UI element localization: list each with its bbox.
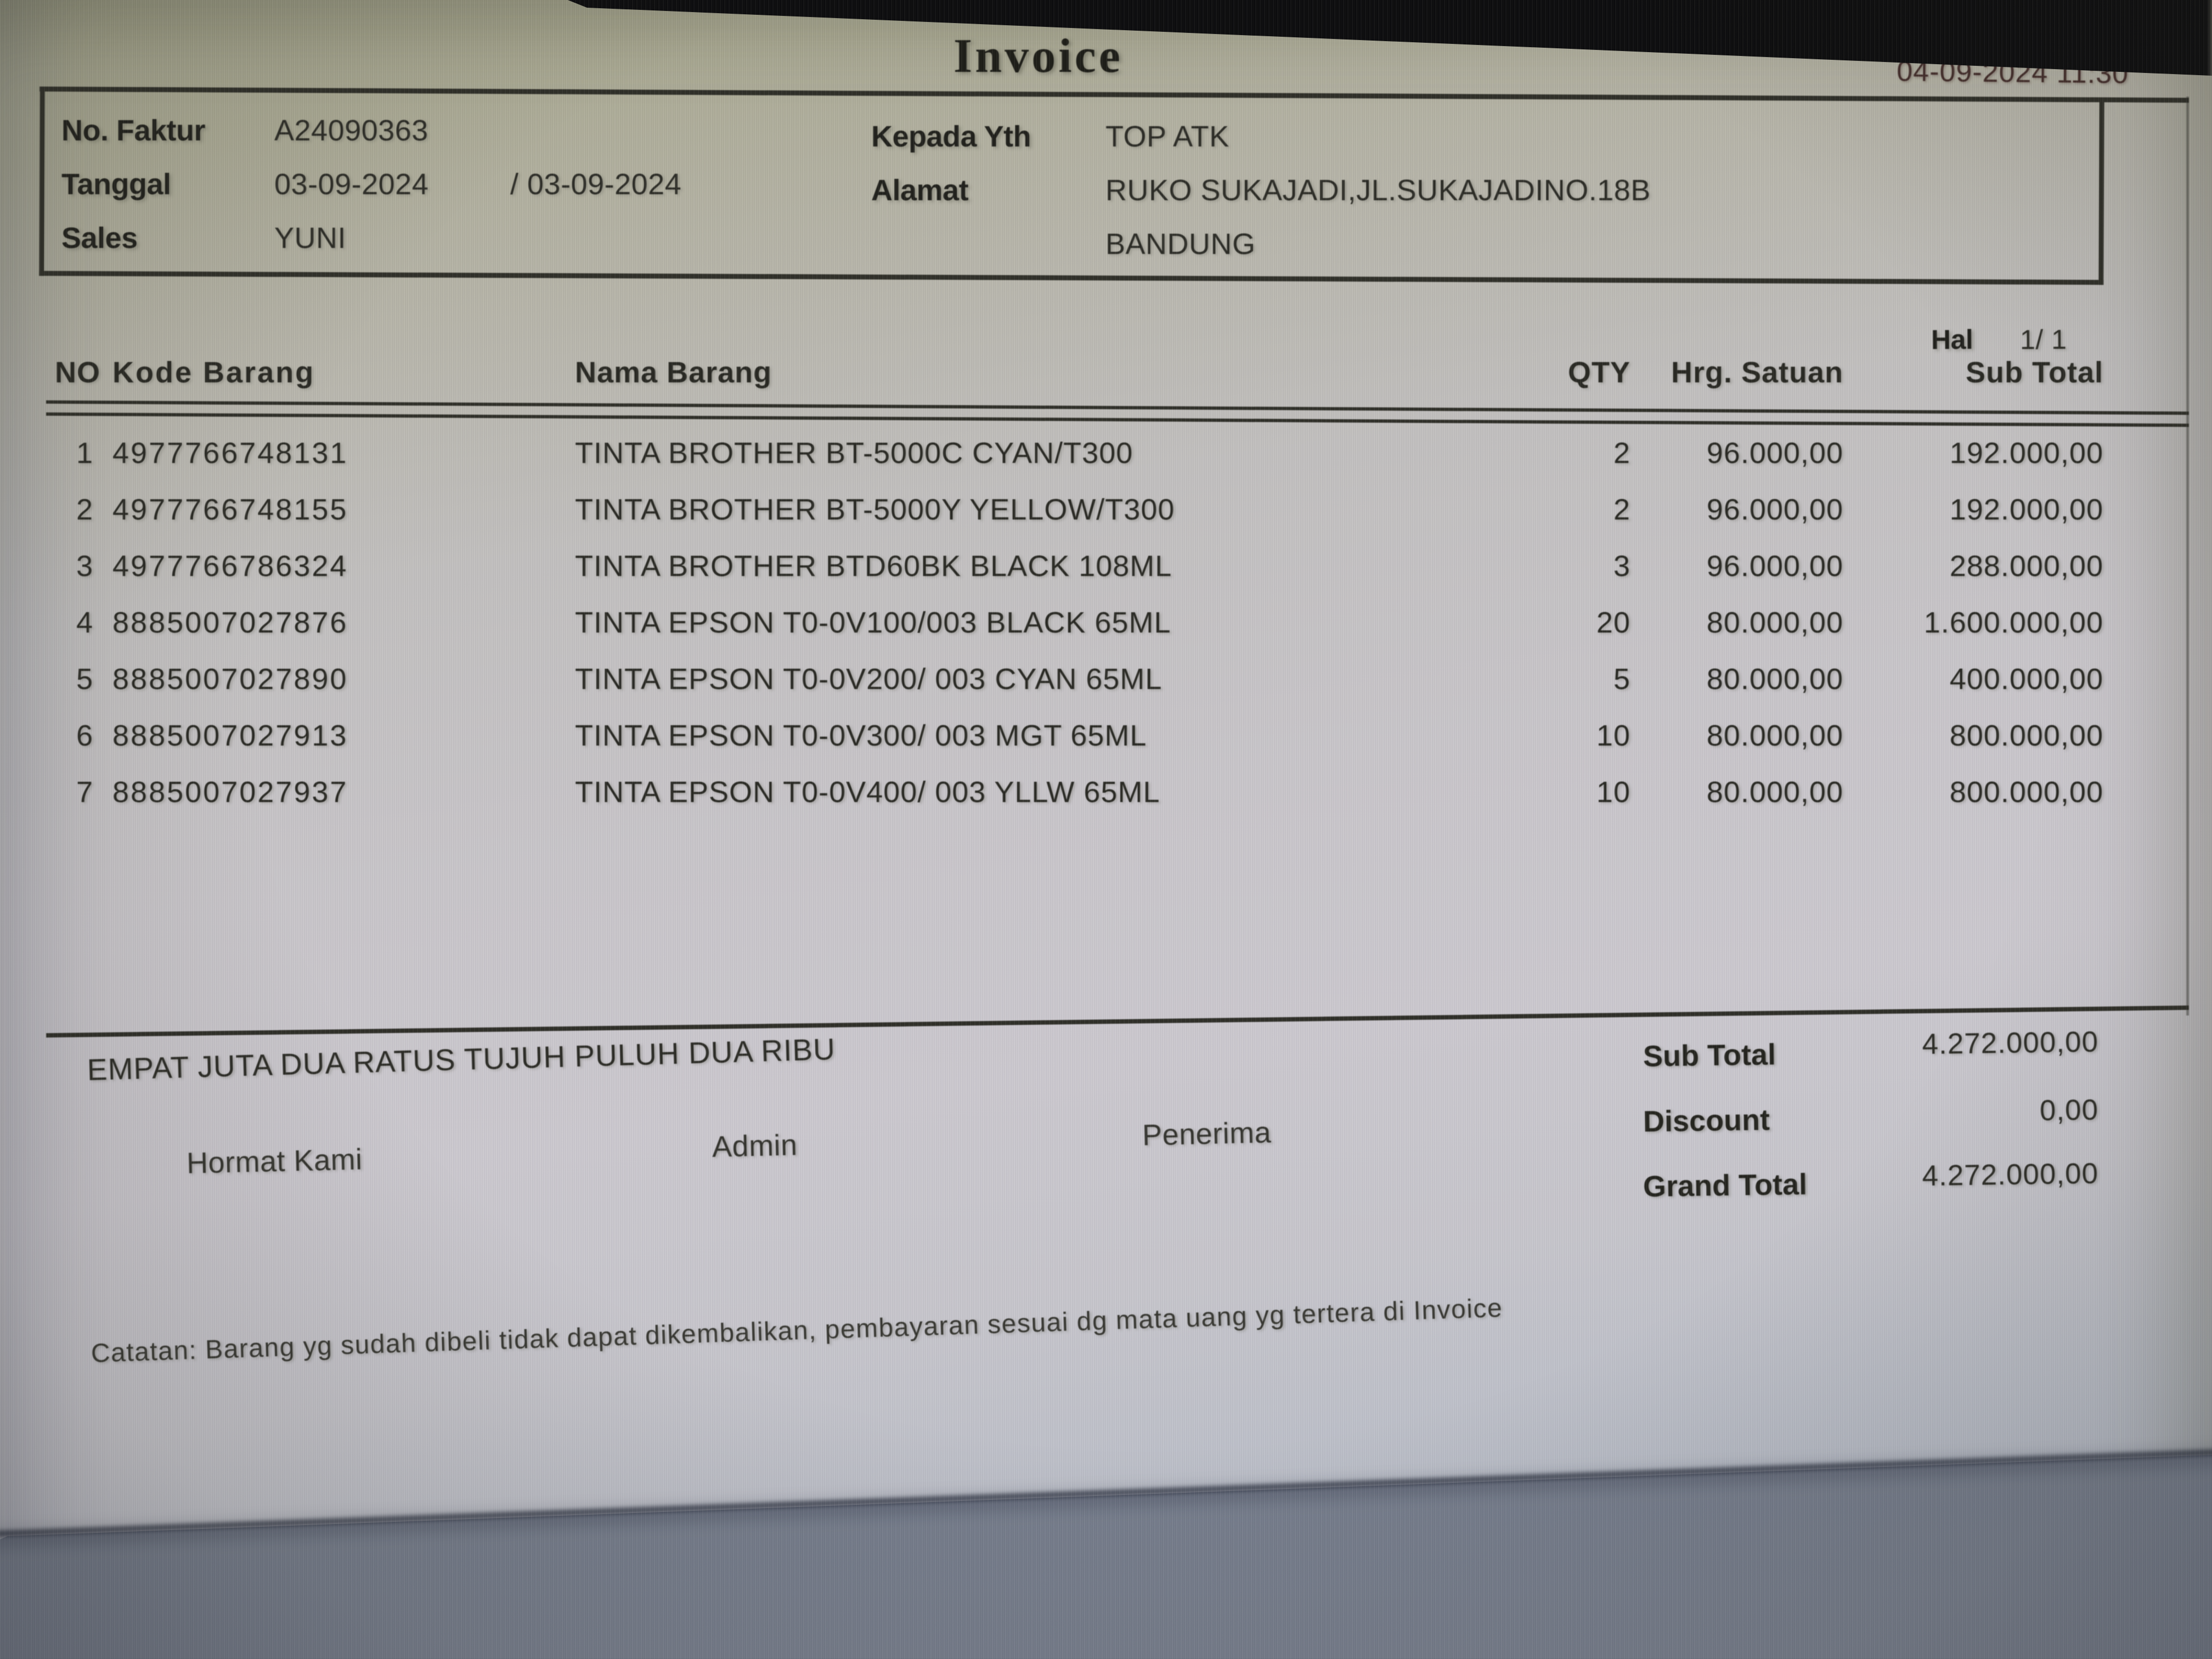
hal-value: 1/ 1 [2019,324,2067,356]
signature-hormat-kami: Hormat Kami [186,1143,363,1180]
row-qty: 5 [1613,663,1630,696]
page-right-border [2186,97,2189,1015]
row-subtotal: 192.000,00 [1949,493,2103,526]
row-price: 96.000,00 [1706,437,1843,470]
col-header-price: Hrg. Satuan [1671,356,1843,389]
tanggal-value: 03-09-2024 [274,168,429,201]
row-code: 4977766748155 [112,493,348,526]
no-faktur-label: No. Faktur [61,114,206,147]
sales-label: Sales [61,222,138,255]
row-name: TINTA BROTHER BT-5000Y YELLOW/T300 [575,493,1175,526]
row-name: TINTA EPSON T0-0V200/ 003 CYAN 65ML [575,663,1163,696]
col-header-subtotal: Sub Total [1966,356,2103,389]
row-name: TINTA BROTHER BTD60BK BLACK 108ML [575,550,1172,583]
row-subtotal: 400.000,00 [1949,663,2103,696]
signature-penerima: Penerima [1142,1116,1272,1152]
row-price: 80.000,00 [1706,719,1843,752]
row-price: 80.000,00 [1706,663,1843,696]
amount-in-words: EMPAT JUTA DUA RATUS TUJUH PULUH DUA RIB… [87,1031,836,1087]
row-no: 6 [76,719,93,752]
row-no: 3 [76,550,93,583]
grand-total-value: 4.272.000,00 [1922,1157,2099,1193]
row-subtotal: 800.000,00 [1949,776,2103,809]
subtotal-value: 4.272.000,00 [1922,1025,2099,1061]
kepada-label: Kepada Yth [871,120,1031,153]
alamat-line2: BANDUNG [1105,228,1256,261]
row-no: 7 [76,776,93,809]
footer-note: Catatan: Barang yg sudah dibeli tidak da… [91,1293,1503,1368]
row-subtotal: 1.600.000,00 [1923,606,2103,639]
signature-admin: Admin [712,1128,798,1164]
header-rule-2 [46,412,2189,427]
alamat-label: Alamat [871,174,969,207]
row-qty: 2 [1613,493,1630,526]
page-title: Invoice [953,30,1123,83]
row-qty: 10 [1596,776,1630,809]
row-subtotal: 800.000,00 [1949,719,2103,752]
row-code: 8885007027937 [112,776,348,809]
row-code: 8885007027876 [112,606,348,639]
row-no: 2 [76,493,93,526]
row-name: TINTA EPSON T0-0V400/ 003 YLLW 65ML [575,776,1160,809]
tanggal-due-value: / 03-09-2024 [510,168,682,201]
row-price: 96.000,00 [1706,550,1843,583]
row-subtotal: 192.000,00 [1949,437,2103,470]
kepada-value: TOP ATK [1105,120,1229,153]
discount-value: 0,00 [2039,1093,2099,1127]
subtotal-label: Sub Total [1643,1038,1776,1073]
row-code: 8885007027890 [112,663,348,696]
row-code: 8885007027913 [112,719,348,752]
discount-label: Discount [1643,1103,1770,1138]
row-qty: 3 [1613,550,1630,583]
tanggal-label: Tanggal [61,168,171,201]
row-code: 4977766748131 [112,437,348,470]
col-header-code: Kode Barang [112,356,315,389]
row-no: 4 [76,606,93,639]
col-header-name: Nama Barang [575,356,772,389]
sales-value: YUNI [274,222,347,255]
header-rule-1 [46,400,2189,415]
hal-label: Hal [1931,324,1973,356]
row-no: 5 [76,663,93,696]
row-subtotal: 288.000,00 [1949,550,2103,583]
row-price: 96.000,00 [1706,493,1843,526]
row-qty: 10 [1596,719,1630,752]
no-faktur-value: A24090363 [274,114,428,147]
col-header-qty: QTY [1567,356,1630,389]
grand-total-label: Grand Total [1643,1167,1808,1204]
row-name: TINTA EPSON T0-0V300/ 003 MGT 65ML [575,719,1147,752]
row-no: 1 [76,437,93,470]
row-name: TINTA EPSON T0-0V100/003 BLACK 65ML [575,606,1171,639]
row-price: 80.000,00 [1706,776,1843,809]
row-name: TINTA BROTHER BT-5000C CYAN/T300 [575,437,1133,470]
row-price: 80.000,00 [1706,606,1843,639]
row-qty: 2 [1613,437,1630,470]
row-qty: 20 [1596,606,1630,639]
col-header-no: NO [55,356,100,389]
alamat-line1: RUKO SUKAJADI,JL.SUKAJADINO.18B [1105,174,1651,207]
row-code: 4977766786324 [112,550,348,583]
